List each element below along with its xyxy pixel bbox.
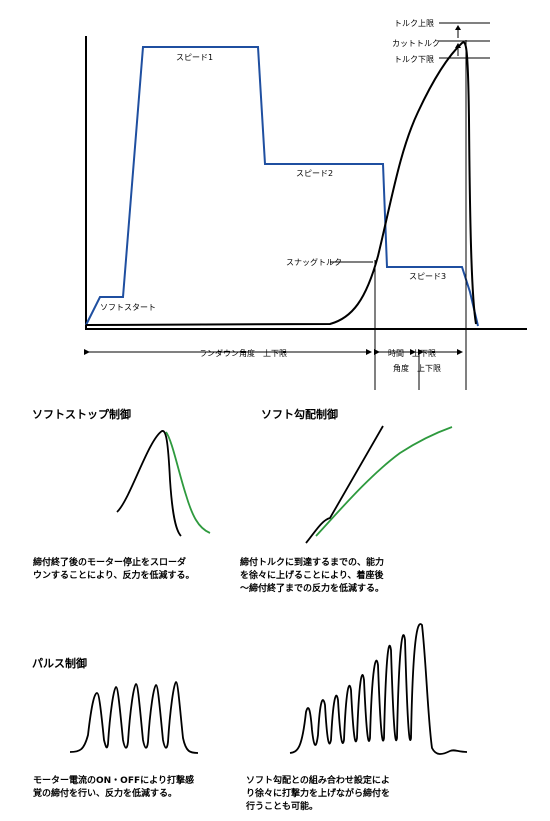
soft-stop-caption: 締付終了後のモーター停止をスローダ ウンすることにより、反力を低減する。: [33, 558, 195, 581]
speed1-label: スピード1: [176, 53, 213, 62]
soft-gradient-graph: [305, 425, 453, 544]
random-angle-label: ランダウン角度 上下限: [199, 348, 287, 358]
range-guides: [374, 40, 467, 390]
torque-upper-label: トルク上限: [394, 19, 434, 28]
soft-gradient-title: ソフト勾配制御: [261, 408, 338, 421]
snug-torque-label: スナッグトルク: [286, 257, 342, 267]
cut-torque-label: カットトルク: [392, 39, 440, 48]
angle-range-label: 角度 上下限: [393, 363, 441, 373]
main-axes: [85, 36, 527, 330]
speed3-label: スピード3: [409, 272, 446, 281]
soft-stop-graph: [116, 430, 211, 537]
soft-start-label: ソフトスタート: [100, 303, 156, 312]
pulse-title: パルス制御: [32, 657, 87, 670]
soft-stop-title: ソフトストップ制御: [32, 408, 131, 421]
time-range-label: 時間 上下限: [388, 349, 436, 358]
speed-profile-line: [85, 46, 479, 327]
torque-lower-label: トルク下限: [394, 55, 434, 64]
soft-gradient-caption: 締付トルクに到達するまでの、能力 を徐々に上げることにより、着座後 ～締付終了ま…: [240, 558, 385, 594]
pulse-graph: [69, 681, 199, 754]
torque-limit-lines: [439, 22, 490, 59]
pulse-caption: モーター電流のON・OFFにより打撃感 覚の締付を行い、反力を低減する。: [33, 776, 194, 799]
torque-curve: [85, 41, 477, 326]
pulse-gradient-graph: [289, 623, 468, 755]
pulse-gradient-caption: ソフト勾配との組み合わせ設定によ り徐々に打撃力を上げながら締付を 行うことも可…: [246, 776, 391, 812]
speed2-label: スピード2: [296, 169, 333, 178]
